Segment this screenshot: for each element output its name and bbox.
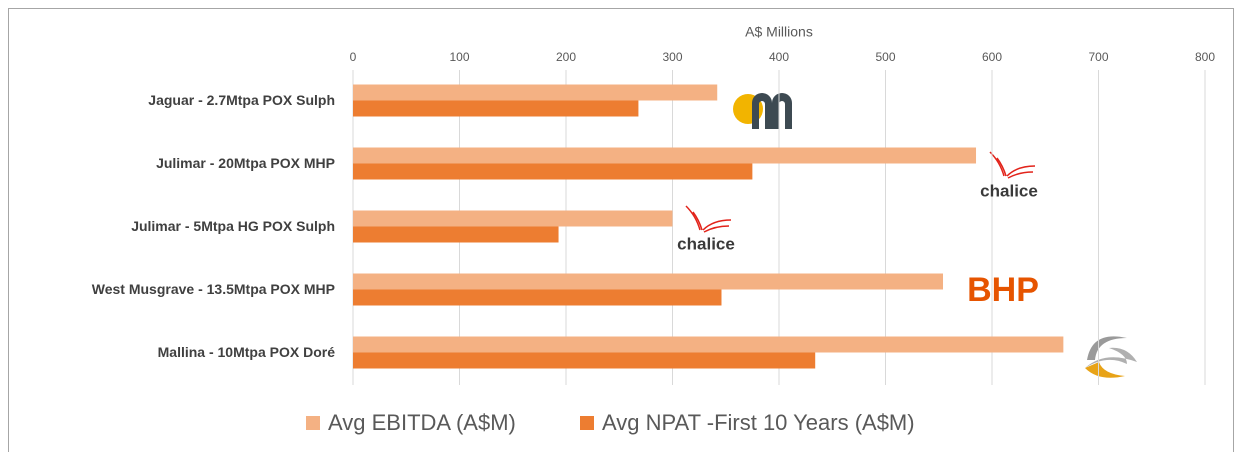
bar <box>353 84 718 101</box>
legend-swatch <box>580 416 594 430</box>
x-tick-label: 100 <box>449 50 469 64</box>
axis-title: A$ Millions <box>745 24 813 40</box>
bar <box>353 273 944 290</box>
legend-label: Avg NPAT -First 10 Years (A$M) <box>602 410 915 435</box>
legend-swatch <box>306 416 320 430</box>
x-tick-label: 400 <box>769 50 789 64</box>
logo-chalice-1 <box>989 151 1036 179</box>
bar <box>353 226 559 243</box>
legend-label: Avg EBITDA (A$M) <box>328 410 516 435</box>
x-tick-label: 500 <box>875 50 895 64</box>
x-tick-label: 600 <box>982 50 1002 64</box>
category-label: Julimar - 20Mtpa POX MHP <box>156 155 335 171</box>
bar <box>353 352 816 369</box>
logo-jaguar <box>733 93 792 129</box>
bar <box>353 289 722 306</box>
logo-text: chalice <box>980 181 1038 200</box>
bar <box>353 147 977 164</box>
x-tick-label: 200 <box>556 50 576 64</box>
x-tick-label: 0 <box>350 50 357 64</box>
category-label: West Musgrave - 13.5Mtpa POX MHP <box>92 281 335 297</box>
logo-mallina <box>1085 336 1137 378</box>
bar <box>353 336 1064 353</box>
x-tick-label: 700 <box>1088 50 1108 64</box>
logo-text: chalice <box>677 234 735 253</box>
bar <box>353 100 639 117</box>
x-tick-label: 300 <box>662 50 682 64</box>
x-tick-label: 800 <box>1195 50 1215 64</box>
bar <box>353 163 753 180</box>
category-label: Jaguar - 2.7Mtpa POX Sulph <box>148 92 335 108</box>
chart-frame <box>8 8 1234 452</box>
category-label: Mallina - 10Mtpa POX Doré <box>158 344 336 360</box>
logo-text: BHP <box>967 271 1039 309</box>
category-label: Julimar - 5Mtpa HG POX Sulph <box>131 218 335 234</box>
bar <box>353 210 673 227</box>
logo-chalice-2 <box>685 205 732 233</box>
